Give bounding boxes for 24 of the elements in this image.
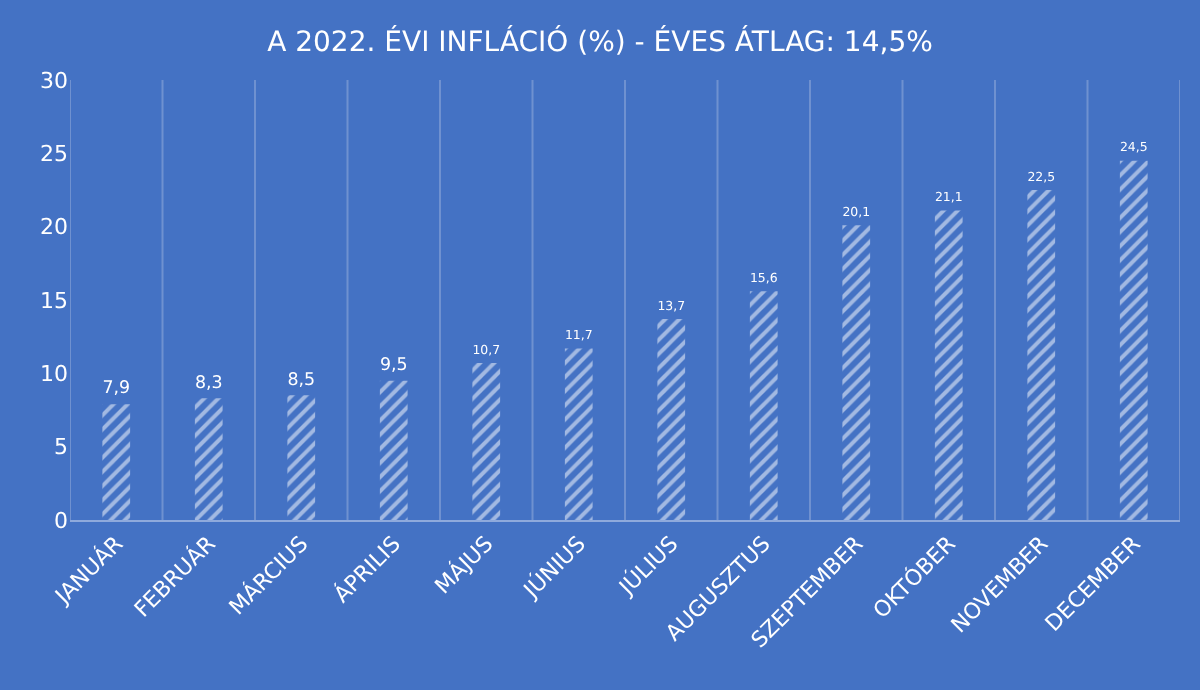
- bar: [194, 398, 223, 520]
- bar: [1027, 190, 1056, 520]
- data-label: 7,9: [102, 379, 131, 400]
- bar: [102, 404, 131, 520]
- bar: [934, 210, 963, 520]
- y-tick-label: 30: [40, 67, 68, 94]
- bar: [842, 225, 871, 520]
- y-tick-label: 10: [40, 361, 68, 388]
- bar: [1119, 160, 1148, 520]
- data-label: 8,5: [287, 370, 316, 391]
- bar: [472, 363, 501, 520]
- y-tick-label: 25: [40, 141, 68, 168]
- bar: [564, 348, 593, 520]
- bar: [287, 395, 316, 520]
- y-tick-label: 20: [40, 214, 68, 241]
- y-tick-label: 5: [54, 434, 68, 461]
- bar: [749, 291, 778, 520]
- bar: [379, 380, 408, 520]
- data-label: 9,5: [379, 355, 408, 376]
- chart-title: A 2022. ÉVI INFLÁCIÓ (%) - ÉVES ÁTLAG: 14,5%: [267, 24, 933, 59]
- data-label: 8,3: [194, 373, 223, 394]
- bar: [657, 319, 686, 520]
- y-tick-label: 0: [54, 507, 68, 534]
- y-tick-label: 15: [40, 287, 68, 314]
